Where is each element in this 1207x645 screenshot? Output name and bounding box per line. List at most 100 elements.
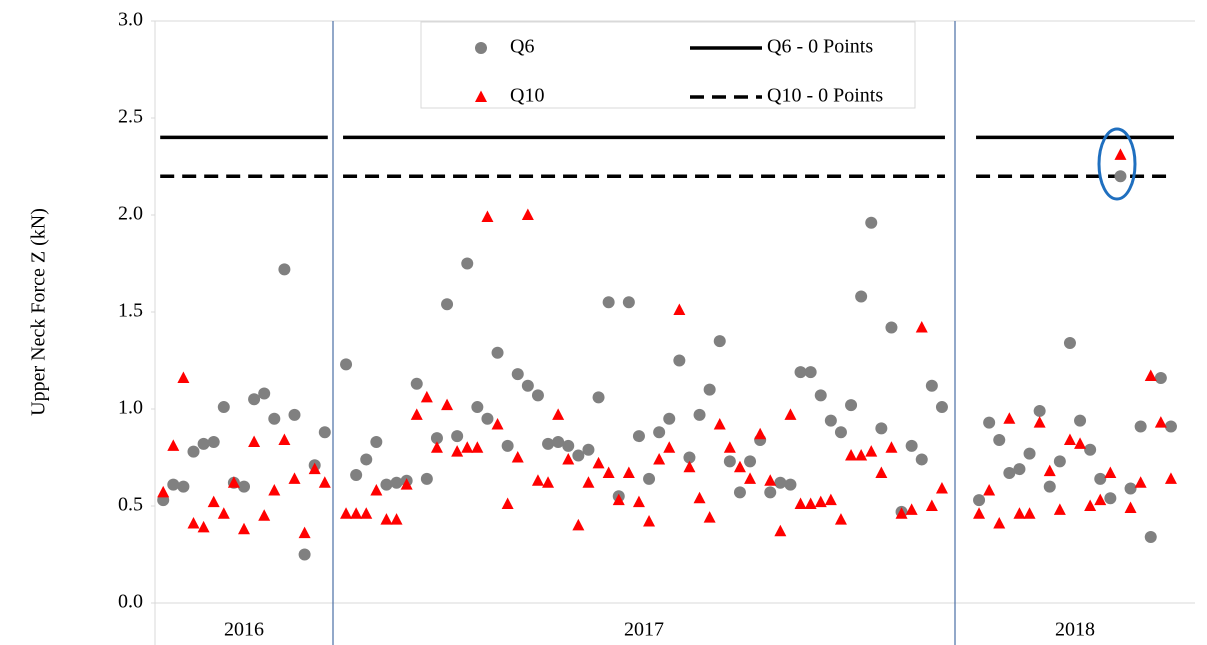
circle-marker (167, 478, 180, 491)
circle-marker (248, 393, 261, 406)
triangle-marker (542, 476, 555, 488)
annotation-ellipse (1097, 127, 1137, 201)
triangle-marker (993, 516, 1006, 529)
circle-marker (461, 257, 474, 270)
y-tick-label: 1.5 (118, 300, 143, 322)
triangle-marker (531, 474, 544, 486)
triangle-marker (983, 483, 996, 496)
circle-marker (774, 476, 787, 489)
circle-marker (713, 335, 726, 348)
triangle-marker (360, 507, 373, 519)
triangle-marker (481, 210, 494, 222)
legend-box (420, 21, 916, 109)
triangle-marker (451, 445, 464, 457)
circle-marker (441, 298, 454, 311)
circle-marker (723, 455, 736, 468)
triangle-marker (562, 452, 575, 465)
triangle-marker (592, 456, 605, 469)
circle-marker (764, 486, 777, 499)
circle-marker (542, 437, 555, 450)
triangle-marker (764, 474, 777, 486)
circle-marker (298, 548, 311, 561)
triangle-marker (1134, 476, 1147, 488)
triangle-marker (187, 516, 200, 529)
circle-marker (663, 412, 676, 425)
triangle-marker (1154, 416, 1167, 428)
circle-marker (784, 478, 797, 491)
y-tick-label: 2.0 (118, 203, 143, 225)
triangle-marker (855, 449, 868, 461)
circle-marker (1134, 420, 1147, 433)
triangle-marker (430, 441, 443, 453)
triangle-marker (1023, 507, 1036, 519)
circle-marker (973, 494, 986, 507)
circle-marker (1164, 420, 1177, 433)
triangle-marker (390, 513, 403, 525)
circle-marker (572, 449, 585, 462)
triangle-marker (1043, 464, 1056, 477)
circle-marker (582, 443, 595, 456)
triangle-marker (925, 499, 938, 511)
triangle-marker (248, 435, 261, 447)
triangle-marker (693, 491, 706, 504)
y-tick-label: 3.0 (118, 9, 143, 31)
triangle-marker (441, 398, 454, 411)
triangle-marker (501, 497, 514, 510)
circle-marker (521, 379, 534, 392)
circle-marker (1013, 463, 1026, 476)
circle-marker (693, 408, 706, 421)
legend-label: Q6 (510, 36, 534, 58)
triangle-marker (288, 472, 301, 484)
triangle-marker (744, 472, 757, 484)
x-category-label: 2016 (224, 619, 264, 641)
triangle-marker (1063, 433, 1076, 446)
triangle-marker (612, 493, 625, 506)
circle-marker (905, 439, 918, 452)
circle-marker (511, 368, 524, 381)
triangle-marker (663, 441, 676, 453)
triangle-marker (268, 483, 281, 496)
circle-marker (632, 430, 645, 443)
triangle-marker (420, 390, 433, 403)
triangle-marker (157, 485, 170, 498)
triangle-marker (1094, 493, 1107, 506)
circle-marker (187, 445, 200, 458)
triangle-marker (298, 526, 311, 539)
circle-marker (278, 263, 291, 276)
triangle-marker (217, 507, 230, 519)
circle-marker (360, 453, 373, 466)
circle-marker (481, 412, 494, 425)
triangle-marker (461, 441, 474, 453)
triangle-marker (400, 478, 413, 490)
circle-marker (804, 366, 817, 379)
triangle-marker (1033, 416, 1046, 428)
triangle-marker (582, 476, 595, 488)
triangle-marker (713, 418, 726, 430)
triangle-marker (552, 408, 565, 420)
triangle-marker (834, 513, 847, 525)
triangle-marker (895, 507, 908, 519)
circle-marker (217, 401, 230, 414)
legend-label: Q10 (510, 85, 544, 107)
triangle-marker (845, 449, 858, 461)
circle-marker (703, 383, 716, 396)
y-tick-label: 2.5 (118, 106, 143, 128)
circle-marker (350, 468, 363, 481)
triangle-marker (1003, 412, 1016, 424)
circle-marker (794, 366, 807, 379)
circle-marker (1074, 414, 1087, 427)
triangle-marker (572, 518, 585, 531)
triangle-marker (1104, 466, 1117, 479)
circle-marker (1154, 371, 1167, 384)
triangle-marker (794, 497, 807, 510)
circle-marker (643, 472, 656, 485)
triangle-marker (673, 303, 686, 316)
triangle-marker (340, 507, 353, 519)
legend-label: Q6 - 0 Points (767, 36, 873, 58)
triangle-marker (703, 511, 716, 523)
triangle-marker (1074, 437, 1087, 449)
triangle-marker (632, 495, 645, 508)
legend-label: Q10 - 0 Points (767, 85, 883, 107)
